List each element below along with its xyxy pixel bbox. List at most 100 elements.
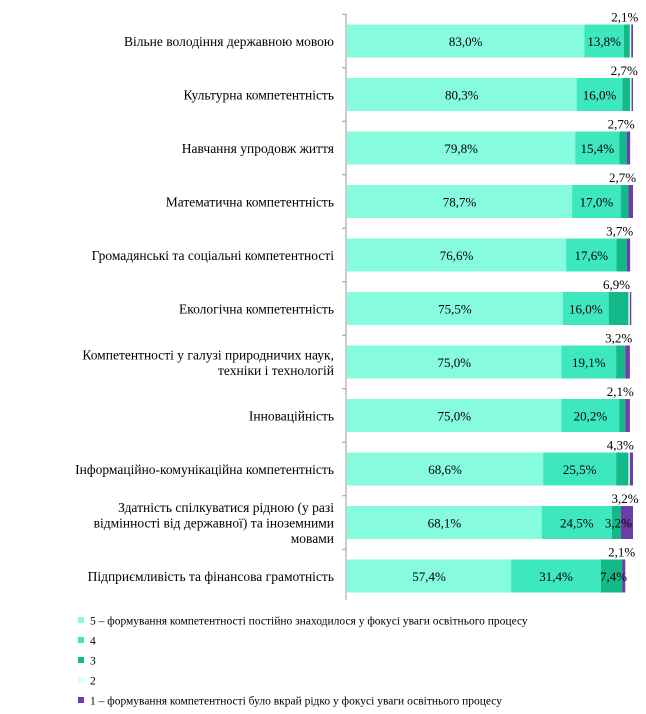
bar-segment-2 [630, 78, 632, 111]
category-label: Екологічна компетентність [179, 302, 334, 317]
category-labels: Вільне володіння державною мовою Культурн… [75, 34, 334, 584]
data-label: 2,1% [608, 545, 635, 560]
category-label: Культурна компетентність [183, 88, 334, 103]
data-label: 2,1% [607, 384, 634, 399]
legend-swatch-1 [78, 697, 84, 704]
bar-segment-1 [629, 292, 632, 325]
bar-segment-1 [626, 238, 631, 272]
legend-item-4: 4 [78, 634, 638, 654]
data-label: 19,1% [572, 355, 606, 370]
data-label: 68,6% [428, 462, 462, 477]
bar-segment-5 [347, 78, 577, 111]
legend-swatch-2 [78, 677, 84, 684]
bar-segment-1 [626, 131, 631, 165]
data-label: 2,7% [608, 117, 635, 132]
data-label: 76,6% [440, 248, 474, 263]
data-label: 20,2% [574, 409, 608, 424]
data-label: 75,0% [437, 409, 471, 424]
bar-segment-5 [347, 292, 563, 325]
bar-segment-4 [572, 185, 621, 218]
data-label: 83,0% [449, 34, 483, 49]
data-label: 6,9% [603, 277, 630, 292]
bar-segment-4 [584, 24, 624, 58]
legend-item-2: 2 [78, 674, 638, 694]
bar-segment-3 [616, 452, 629, 486]
bar-segment-5 [347, 238, 567, 272]
bar-segment-5 [347, 24, 585, 58]
bar-segment-5 [347, 185, 573, 218]
bar-segment-3 [619, 399, 626, 432]
bar-segment-3 [600, 559, 623, 593]
data-label: 4,3% [607, 438, 634, 453]
bar-segment-4 [561, 345, 617, 379]
bar-segment-1 [631, 24, 633, 58]
data-label: 3,7% [606, 224, 633, 239]
data-label: 78,7% [443, 195, 477, 210]
bar-segment-5 [347, 559, 512, 593]
category-label: Навчання упродовж життя [182, 141, 334, 156]
bar-segment-3 [608, 292, 629, 325]
category-label: Вільне володіння державною мовою [124, 34, 334, 49]
legend-swatch-5 [78, 617, 84, 624]
legend-item-1: 1 – формування компетентності було вкрай… [78, 694, 638, 714]
bar-segment-1 [625, 399, 630, 432]
data-label: 57,4% [412, 569, 446, 584]
data-label: 3,2% [605, 516, 632, 531]
legend-item-5: 5 – формування компетентності постійно з… [78, 614, 638, 634]
bar-segment-5 [347, 345, 562, 379]
legend-label-5: 5 – формування компетентності постійно з… [90, 615, 528, 628]
data-label: 31,4% [539, 569, 573, 584]
bar-segment-5 [347, 399, 562, 432]
legend-label-4: 4 [90, 635, 96, 648]
data-label: 2,7% [611, 63, 638, 78]
data-label: 7,4% [600, 569, 627, 584]
bar-segment-2 [628, 452, 630, 486]
bar-segment-1 [620, 506, 633, 539]
category-label: Здатність спілкуватися рідною (у разі від… [94, 500, 335, 546]
data-label: 3,2% [605, 331, 632, 346]
stacked-bar-chart: Вільне володіння державною мовою Культурн… [75, 10, 639, 600]
bar-segment-4 [543, 452, 617, 486]
category-label: Математична компетентність [166, 195, 334, 210]
bar-segment-1 [629, 452, 633, 486]
bar-segment-3 [616, 345, 626, 379]
legend-swatch-4 [78, 637, 84, 644]
data-label: 16,0% [569, 302, 603, 317]
bar-segment-3 [616, 238, 627, 272]
bar-segment-3 [619, 131, 627, 165]
data-label: 79,8% [444, 141, 478, 156]
bar-segment-1 [625, 345, 630, 379]
legend-label-1: 1 – формування компетентності було вкрай… [90, 695, 502, 708]
data-label: 17,0% [580, 195, 614, 210]
bar-segment-4 [541, 506, 612, 539]
bar-segment-4 [566, 238, 617, 272]
data-label: 2,1% [611, 10, 638, 25]
bar-segment-5 [347, 506, 542, 539]
bar-segment-3 [623, 24, 630, 58]
bar-segment-3 [611, 506, 621, 539]
legend: 5 – формування компетентності постійно з… [78, 614, 638, 714]
bar-segment-3 [620, 185, 629, 218]
category-label: Інноваційність [249, 409, 334, 424]
bar-segment-4 [575, 131, 620, 165]
data-label: 3,2% [611, 491, 638, 506]
bar-segment-4 [561, 399, 620, 432]
bar-segment-4 [562, 292, 609, 325]
bar-segment-4 [576, 78, 623, 111]
legend-swatch-3 [78, 657, 84, 664]
legend-label-3: 3 [90, 655, 96, 668]
bar-segment-1 [628, 185, 633, 218]
data-label: 16,0% [583, 88, 617, 103]
bar-segment-1 [622, 559, 626, 593]
legend-item-3: 3 [78, 654, 638, 674]
data-label: 13,8% [587, 34, 621, 49]
data-label: 24,5% [560, 516, 594, 531]
legend-label-2: 2 [90, 675, 96, 688]
data-label: 17,6% [574, 248, 608, 263]
value-labels: 83,0% 13,8% 2,1% 80,3% 16,0% 2,7% 79,8% 15,4% 2,… [412, 10, 638, 585]
axis [342, 13, 347, 600]
bar-segment-2 [629, 24, 632, 58]
bar-segment-1 [631, 78, 633, 111]
data-label: 75,5% [438, 302, 472, 317]
data-label: 80,3% [445, 88, 479, 103]
